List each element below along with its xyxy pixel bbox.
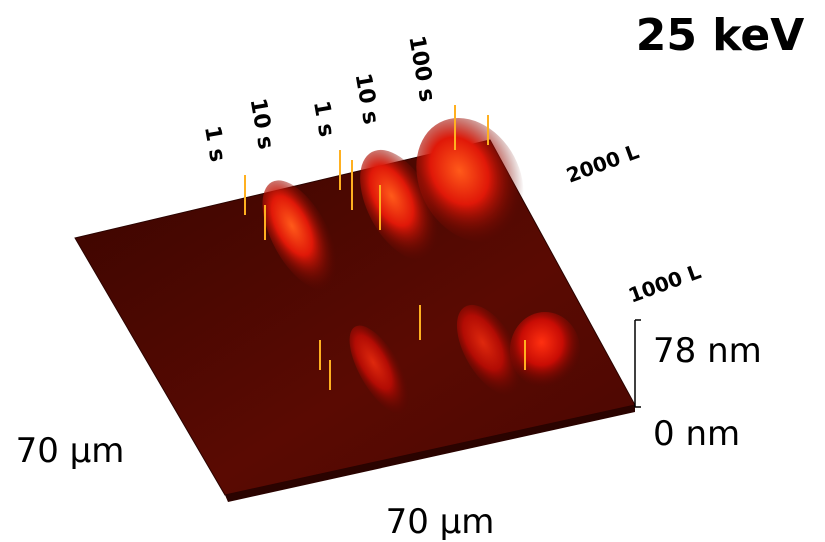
title: 25 keV [636, 10, 805, 61]
dwell-label: 100 s [403, 34, 439, 104]
z-min-label: 0 nm [653, 414, 740, 454]
dose-label: 2000 L [563, 139, 642, 187]
x-axis-label: 70 µm [386, 502, 495, 542]
dwell-label: 10 s [245, 96, 279, 151]
dose-labels: 2000 L 1000 L [563, 139, 704, 307]
z-max-label: 78 nm [653, 331, 762, 371]
dwell-label: 1 s [308, 99, 339, 139]
dose-label: 1000 L [625, 259, 704, 307]
dwell-label: 10 s [350, 71, 384, 126]
y-axis-label: 70 µm [16, 431, 125, 471]
dwell-labels: 1 s 10 s 1 s 10 s 100 s [199, 34, 440, 164]
z-axis [634, 319, 641, 408]
dwell-label: 1 s [199, 124, 230, 164]
surface [74, 105, 636, 502]
